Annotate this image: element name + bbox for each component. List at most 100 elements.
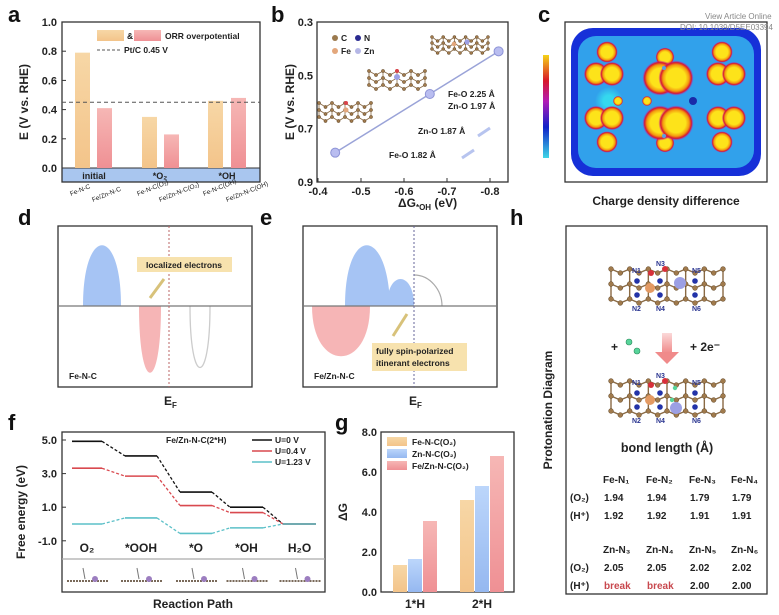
- carbon-atom: [636, 285, 642, 291]
- carbon-atom: [463, 35, 468, 39]
- arrow-hints: [461, 126, 491, 160]
- atom-label: N1: [632, 380, 641, 387]
- carbon-atom: [692, 270, 698, 276]
- carbon-atom: [381, 76, 385, 80]
- carbon-atom: [447, 39, 451, 43]
- carbon-atom: [664, 393, 670, 399]
- carbon-atom: [374, 73, 378, 77]
- carbon-atom: [480, 51, 485, 55]
- carbon-atom: [374, 87, 378, 91]
- carbon-atom: [458, 51, 462, 55]
- zn-atom: [394, 74, 400, 80]
- carbon-atom: [362, 119, 367, 123]
- group-label: *O₂: [153, 171, 168, 181]
- h-atom: [672, 385, 678, 391]
- atom-label: N4: [656, 306, 665, 313]
- carbon-atom: [617, 397, 623, 403]
- spin-down-band: [312, 306, 370, 357]
- carbon-atom: [711, 285, 717, 291]
- n-atom: [634, 390, 640, 396]
- carbon-atom: [336, 112, 341, 116]
- density-blobs: [583, 41, 747, 153]
- panel-e-dos: fully spin-polarized itinerant electrons…: [302, 225, 498, 410]
- carbon-atom: [683, 408, 689, 414]
- plot-frame: [316, 21, 509, 183]
- watermark: View Article Online DOI: 10.1039/D5EE033…: [680, 12, 774, 32]
- category-band: [62, 168, 260, 182]
- sample-label: Fe/Zn-N-C: [314, 371, 355, 381]
- carbon-atom: [423, 83, 427, 87]
- table-cell: 2.00: [690, 581, 710, 592]
- connector: [262, 506, 284, 525]
- carbon-atom: [683, 378, 689, 384]
- callout-line1: fully spin-polarized: [376, 346, 453, 356]
- bar: [231, 97, 246, 168]
- legend-swatch: [387, 449, 407, 458]
- charge-accumulation: [599, 61, 625, 87]
- atom-label: N2: [632, 306, 641, 313]
- x-tick-label: -0.8: [481, 186, 500, 198]
- panel-label-a: a: [8, 2, 21, 27]
- o-atom: [344, 101, 348, 105]
- carbon-atom: [349, 112, 354, 116]
- carbon-atom: [435, 51, 440, 55]
- n-atom: [634, 404, 640, 410]
- carbon-atom: [447, 45, 451, 49]
- carbon-atom: [608, 281, 614, 287]
- carbon-atom: [323, 112, 328, 116]
- carbon-atom: [617, 300, 623, 306]
- x-tick-label: -0.7: [438, 186, 457, 198]
- arrow-icon: [148, 278, 166, 299]
- carbon-atom: [645, 296, 651, 302]
- callout-box: [137, 257, 232, 272]
- carbon-atom: [416, 73, 420, 77]
- charge-accumulation: [721, 105, 747, 131]
- y-tick-label: 4.0: [362, 507, 377, 519]
- proton-icon: [633, 347, 641, 355]
- carbon-atom: [627, 408, 633, 414]
- carbon-atom: [655, 382, 661, 388]
- view-article-online-link[interactable]: View Article Online: [705, 12, 772, 21]
- carbon-atom: [475, 41, 479, 45]
- n-atom: [692, 292, 698, 298]
- carbon-atom: [655, 412, 661, 418]
- zn-atom: [674, 277, 686, 289]
- carbon-atom: [423, 76, 427, 80]
- carbon-atom: [711, 300, 717, 306]
- carbon-atom: [458, 45, 462, 49]
- x-label-unit: (eV): [431, 196, 457, 210]
- column-header: Fe-N₃: [689, 475, 716, 486]
- panel-label-e: e: [260, 205, 272, 230]
- zn-site: [201, 576, 207, 582]
- legend-ptc: Pt/C 0.45 V: [124, 45, 168, 55]
- x-tick-label: -0.4: [309, 186, 329, 198]
- panel-a-bar-chart: initial *O₂ *OH E (V vs. RHE) & ORR over…: [17, 17, 269, 204]
- legend-swatch-orange: [97, 30, 124, 41]
- zn-atom: [464, 39, 470, 45]
- bar: [490, 456, 504, 592]
- column-header: Fe-N₄: [731, 475, 758, 486]
- trend-line: [334, 50, 499, 154]
- y-tick-label: 3.0: [42, 469, 57, 481]
- atom-center: [662, 66, 666, 70]
- panel-label-c: c: [538, 2, 550, 27]
- carbon-atom: [381, 69, 385, 73]
- o-atom: [395, 69, 399, 73]
- plot-frame: [61, 431, 326, 593]
- category-label: 2*H: [472, 597, 492, 611]
- y-tick-label: 0.3: [298, 17, 313, 29]
- bar: [142, 116, 157, 168]
- row-label: (H⁺): [570, 581, 589, 592]
- carbon-atom: [636, 270, 642, 276]
- connector: [101, 467, 126, 477]
- n-atom: [657, 390, 663, 396]
- carbon-atom: [617, 285, 623, 291]
- atom-label: N1: [632, 268, 641, 275]
- carbon-atom: [447, 51, 451, 55]
- carbon-atom: [349, 119, 354, 123]
- carbon-atom: [486, 35, 490, 39]
- plot-frame: [380, 431, 515, 593]
- x-label-sub: *OH: [416, 203, 431, 212]
- category-label: O₂: [80, 541, 95, 555]
- molecule-after: N1 N3 N5 N2 N4 N6: [608, 373, 726, 425]
